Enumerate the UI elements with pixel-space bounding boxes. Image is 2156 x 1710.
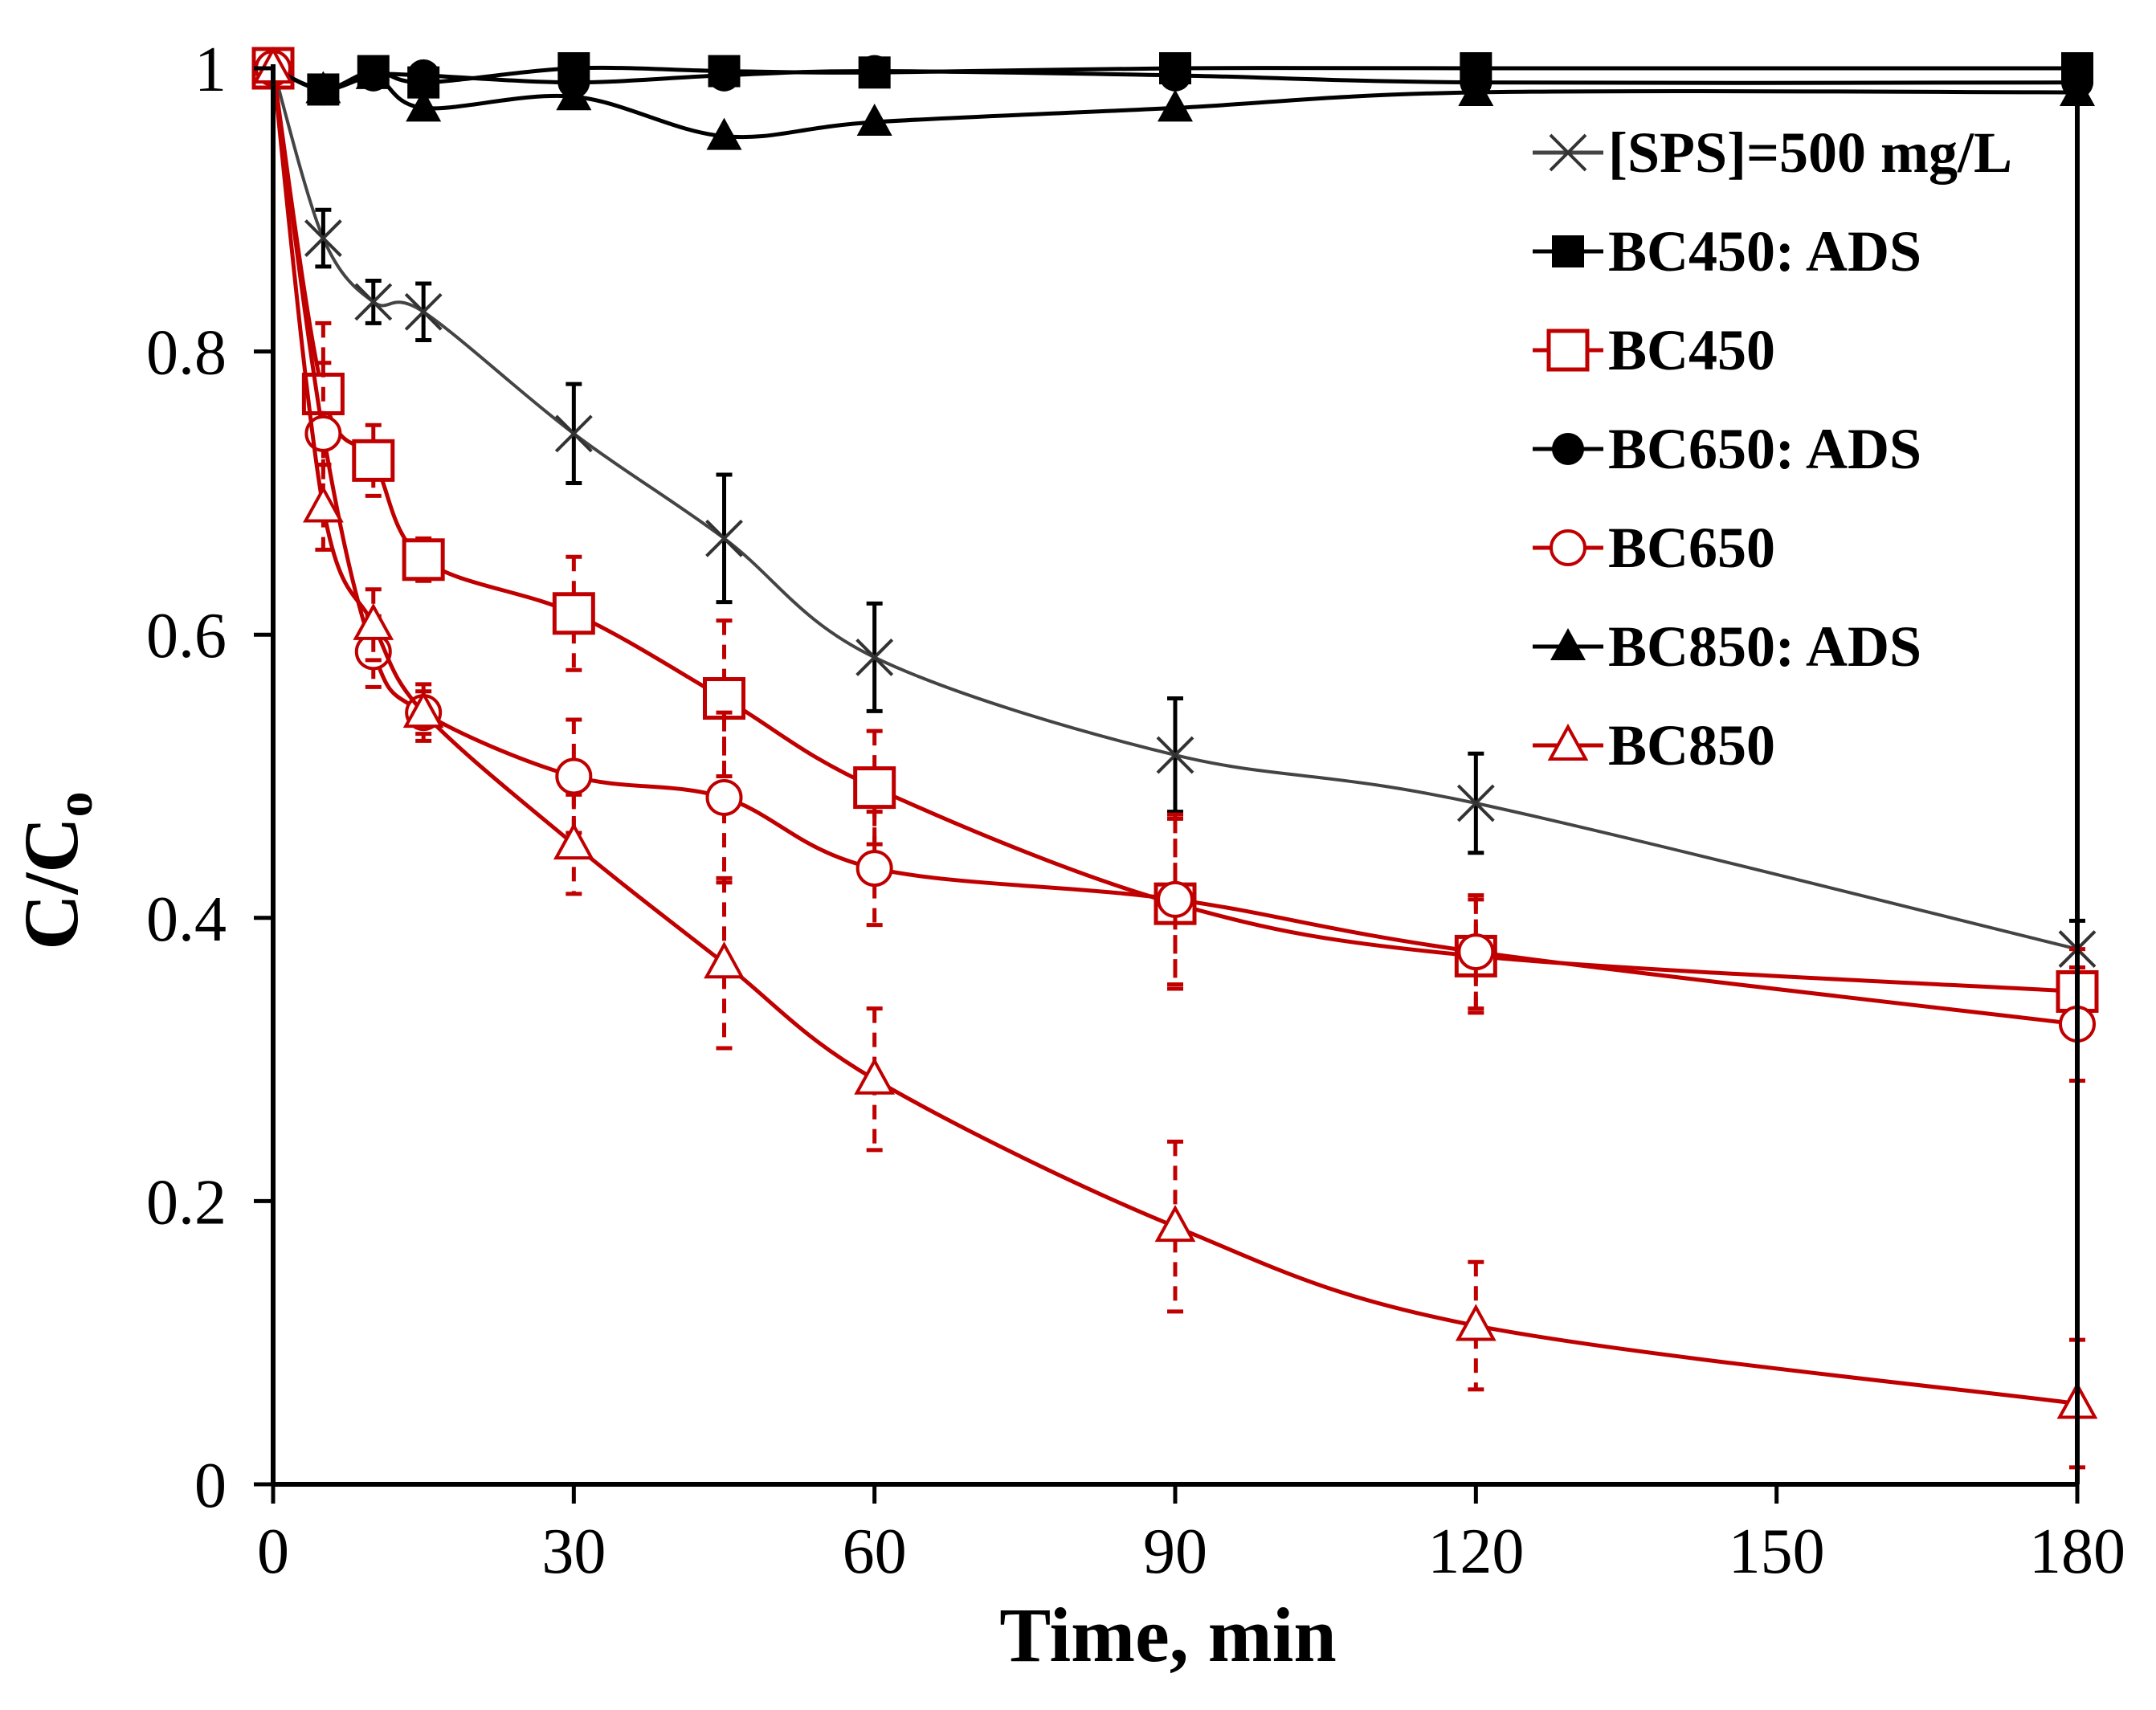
data-point: [353, 602, 394, 640]
data-point: [404, 292, 443, 331]
data-point: [407, 59, 440, 92]
data-point: [1457, 933, 1495, 971]
legend-entry: BC650: ADS: [1533, 417, 1921, 481]
data-point: [853, 766, 896, 810]
series-0: [254, 49, 2097, 980]
data-point: [856, 103, 892, 136]
marker-stroke: [705, 519, 743, 557]
legend-marker: [1550, 529, 1586, 566]
data-point: [1456, 784, 1495, 822]
data-point: [705, 778, 743, 816]
data-point: [552, 592, 595, 635]
legend-entry: [SPS]=500 mg/L: [1533, 120, 2012, 185]
y-tick-label: 0.6: [146, 601, 227, 671]
marker-stroke: [304, 219, 342, 257]
y-axis-title: C/Co: [8, 791, 103, 949]
data-point: [352, 439, 395, 482]
data-point: [304, 219, 342, 257]
data-point: [355, 56, 391, 89]
legend-marker: [1550, 628, 1586, 660]
data-point: [705, 519, 743, 557]
data-point: [554, 414, 593, 453]
data-point: [556, 78, 592, 111]
y-axis-title-main: C/C: [8, 817, 94, 949]
data-point: [303, 485, 344, 523]
x-tick-label: 60: [843, 1516, 907, 1587]
legend-label: BC850: [1608, 713, 1775, 777]
legend-entry: BC850: [1533, 713, 1775, 777]
legend-marker: [1549, 133, 1587, 172]
legend-label: BC450: ADS: [1608, 219, 1921, 284]
data-point: [305, 71, 341, 104]
data-point: [855, 850, 893, 888]
legend-marker: [1546, 329, 1590, 372]
data-point: [704, 941, 745, 979]
data-point: [854, 1057, 896, 1095]
data-point: [708, 59, 741, 92]
tick-labels-layer: 0 30 60 90 120 150 180 0 0.2 0.4 0.6 0.8 1: [146, 35, 2125, 1587]
legend-marker: [1552, 433, 1584, 465]
data-point: [354, 283, 393, 321]
legend-marker: [1547, 723, 1589, 761]
data-point: [855, 638, 894, 676]
data-point: [553, 822, 594, 860]
marker-stroke: [354, 283, 393, 321]
legend-entry: BC850: ADS: [1533, 614, 1921, 679]
data-point: [1154, 1204, 1196, 1243]
data-point: [402, 538, 445, 582]
legend-entry: BC650: [1533, 516, 1775, 580]
data-point: [1159, 59, 1191, 92]
data-point: [1156, 736, 1194, 774]
data-point: [402, 691, 444, 728]
legend-label: [SPS]=500 mg/L: [1608, 120, 2012, 185]
data-point: [555, 757, 593, 795]
data-point: [1158, 89, 1193, 122]
legend-label: BC650: [1608, 516, 1775, 580]
x-tick-label: 180: [2029, 1516, 2125, 1587]
marker-stroke: [404, 292, 443, 331]
marker-stroke: [1456, 784, 1495, 822]
legend-entry: BC450: ADS: [1533, 219, 1921, 284]
x-tick-label: 120: [1427, 1516, 1524, 1587]
data-point: [406, 89, 442, 122]
data-point: [706, 117, 742, 150]
data-point: [1455, 1304, 1497, 1341]
legend-entry: BC450: [1533, 318, 1775, 382]
data-point: [1157, 880, 1194, 918]
y-tick-label: 0.2: [146, 1167, 227, 1238]
y-tick-label: 0: [194, 1451, 227, 1521]
legend-label: BC450: [1608, 318, 1775, 382]
x-tick-label: 0: [257, 1516, 289, 1587]
marker-stroke: [855, 638, 894, 676]
axes-layer: [254, 64, 2080, 1504]
y-axis-title-subscript: o: [46, 791, 103, 817]
legend: [SPS]=500 mg/L BC450: ADS BC450 BC650: ADS B…: [1533, 120, 2012, 777]
y-tick-label: 1: [194, 35, 227, 105]
x-tick-label: 150: [1729, 1516, 1825, 1587]
legend-label: BC650: ADS: [1608, 417, 1921, 481]
legend-label: BC850: ADS: [1608, 614, 1921, 679]
y-tick-label: 0.4: [146, 884, 227, 955]
legend-marker: [1552, 235, 1584, 267]
marker-stroke: [1156, 736, 1194, 774]
x-tick-label: 30: [541, 1516, 606, 1587]
x-tick-label: 90: [1143, 1516, 1207, 1587]
data-point: [1458, 73, 1494, 106]
marker-stroke: [1549, 133, 1587, 172]
x-axis-title: Time, min: [999, 1592, 1337, 1678]
marker-stroke: [554, 414, 593, 453]
y-tick-label: 0.8: [146, 318, 227, 389]
data-point: [858, 55, 891, 88]
